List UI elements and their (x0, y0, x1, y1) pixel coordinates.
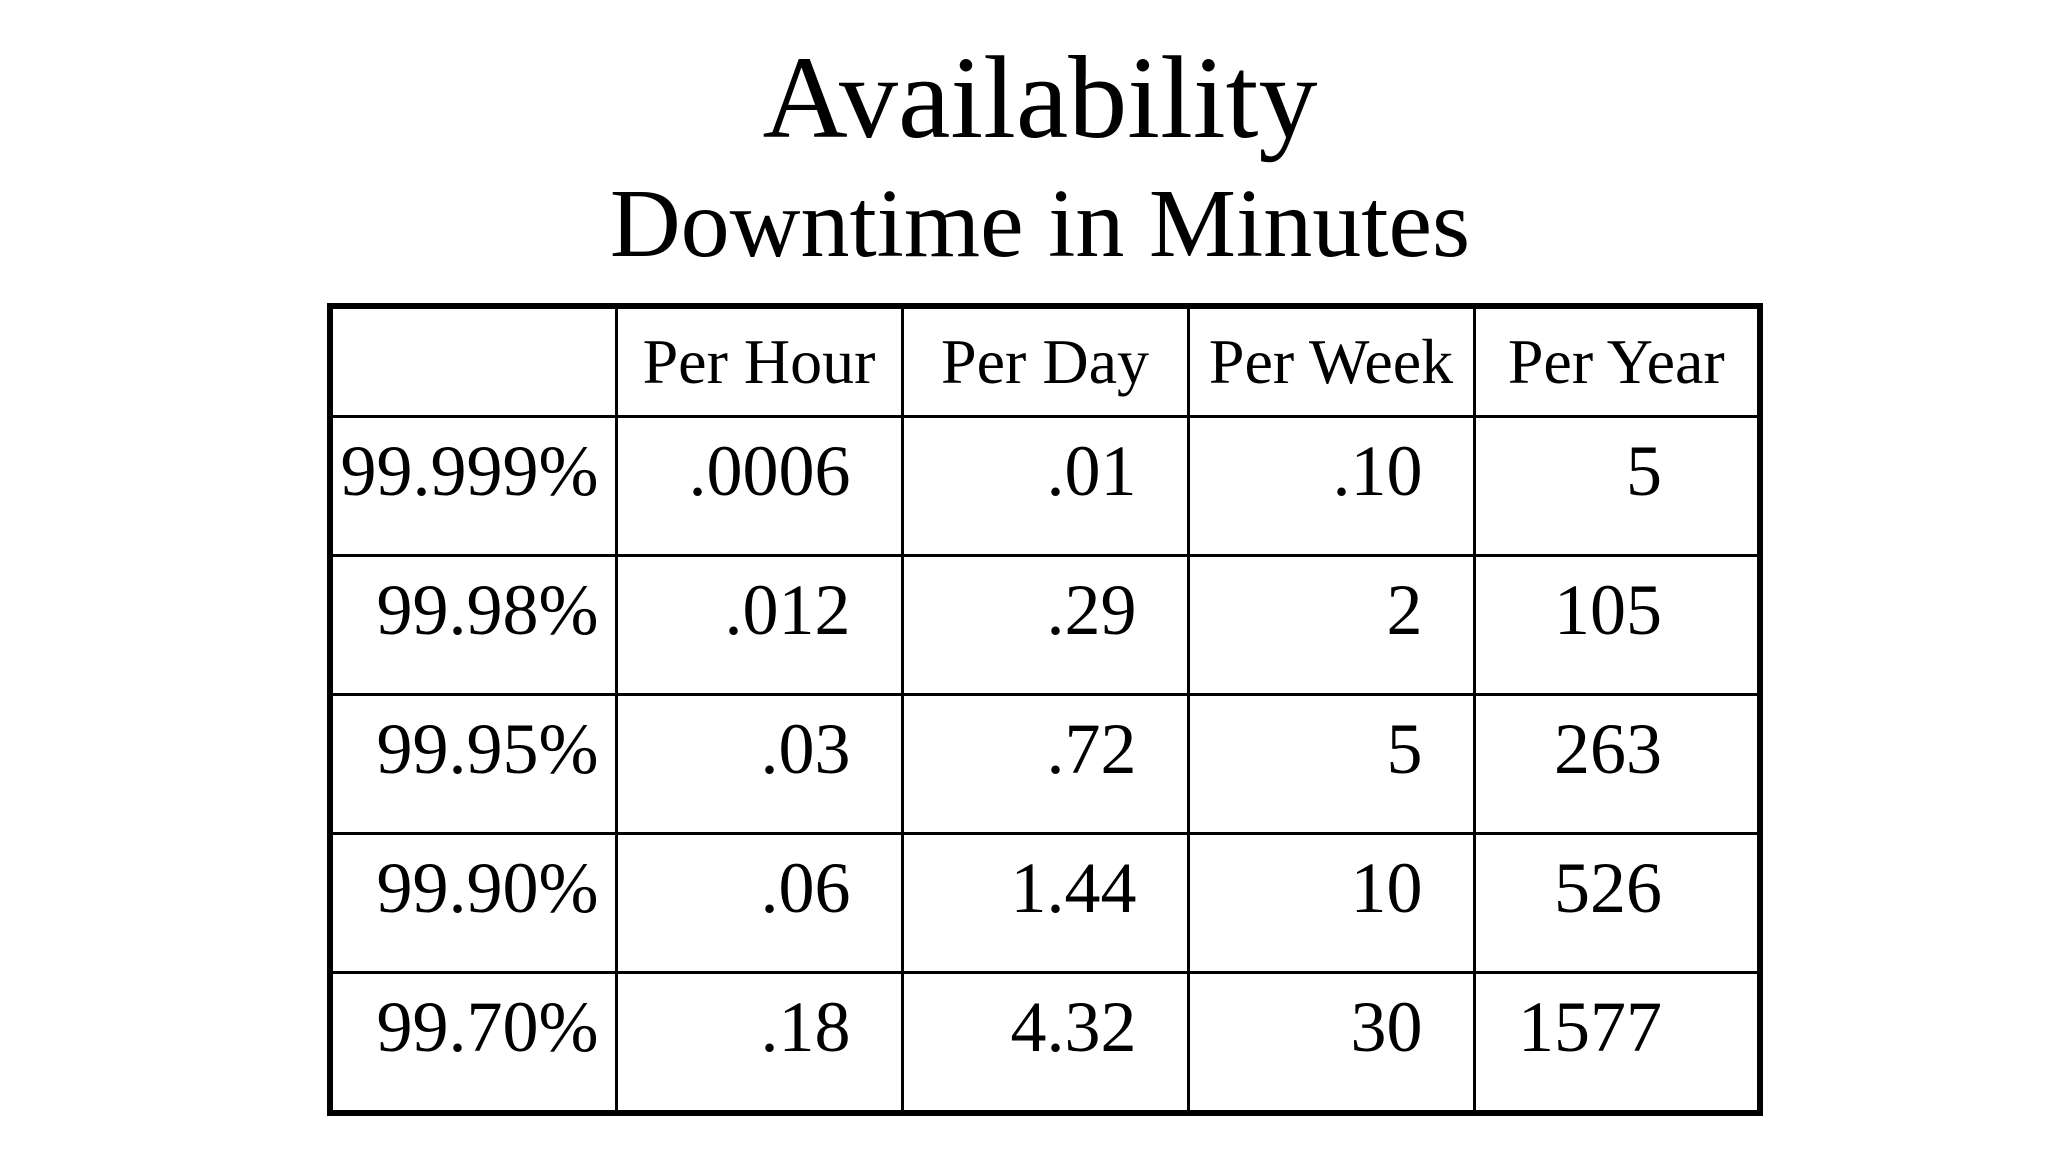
cell-per-week: 10 (1186, 832, 1476, 974)
cell-per-day: .01 (900, 415, 1190, 557)
cell-per-week: 30 (1186, 971, 1476, 1115)
row-label: 99.90% (328, 832, 618, 974)
table-row: 99.90% .06 1.44 10 526 (328, 832, 1762, 974)
cell-per-hour: .03 (614, 693, 904, 835)
row-label: 99.98% (328, 554, 618, 696)
cell-per-week: .10 (1186, 415, 1476, 557)
cell-per-hour: .06 (614, 832, 904, 974)
col-header-per-day: Per Day (900, 304, 1190, 418)
row-label: 99.70% (328, 971, 618, 1115)
cell-per-hour: .0006 (614, 415, 904, 557)
col-header-per-week: Per Week (1186, 304, 1476, 418)
row-label: 99.95% (328, 693, 618, 835)
cell-per-day: 4.32 (900, 971, 1190, 1115)
table-row: 99.70% .18 4.32 30 1577 (328, 971, 1762, 1115)
col-header-per-year: Per Year (1472, 304, 1762, 418)
cell-per-day: 1.44 (900, 832, 1190, 974)
downtime-table: Per Hour Per Day Per Week Per Year 99.99… (327, 303, 1763, 1116)
cell-per-year: 5 (1472, 415, 1762, 557)
cell-per-year: 105 (1472, 554, 1762, 696)
title-block: Availability Downtime in Minutes (32, 28, 2048, 280)
col-header-blank (328, 304, 618, 418)
cell-per-hour: .18 (614, 971, 904, 1115)
col-header-per-hour: Per Hour (614, 304, 904, 418)
table-row: 99.95% .03 .72 5 263 (328, 693, 1762, 835)
header-row: Per Hour Per Day Per Week Per Year (328, 304, 1762, 418)
cell-per-year: 1577 (1472, 971, 1762, 1115)
table-row: 99.98% .012 .29 2 105 (328, 554, 1762, 696)
cell-per-week: 5 (1186, 693, 1476, 835)
cell-per-day: .72 (900, 693, 1190, 835)
cell-per-day: .29 (900, 554, 1190, 696)
cell-per-week: 2 (1186, 554, 1476, 696)
cell-per-year: 526 (1472, 832, 1762, 974)
page-title: Availability (762, 32, 1318, 163)
row-label: 99.999% (328, 415, 618, 557)
page-subtitle: Downtime in Minutes (609, 170, 1471, 278)
cell-per-hour: .012 (614, 554, 904, 696)
cell-per-year: 263 (1472, 693, 1762, 835)
table-row: 99.999% .0006 .01 .10 5 (328, 415, 1762, 557)
